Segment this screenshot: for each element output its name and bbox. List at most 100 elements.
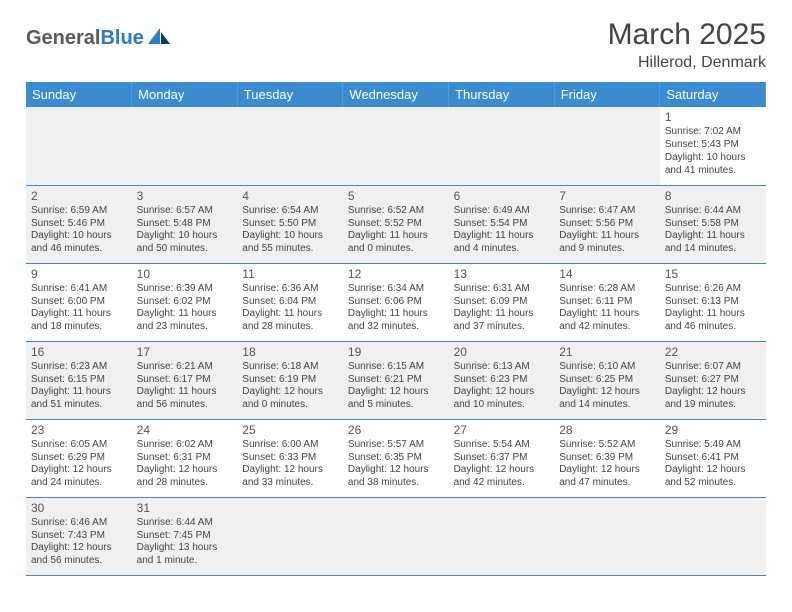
sunrise-line: Sunrise: 6:57 AM (137, 205, 233, 218)
daylight-line: and 19 minutes. (665, 399, 761, 412)
sunrise-line: Sunrise: 6:23 AM (31, 361, 127, 374)
calendar-cell (343, 497, 449, 575)
calendar-cell (132, 107, 238, 185)
daylight-line: and 56 minutes. (137, 399, 233, 412)
calendar-cell: 13Sunrise: 6:31 AMSunset: 6:09 PMDayligh… (449, 263, 555, 341)
daylight-line: Daylight: 11 hours (665, 308, 761, 321)
sunset-line: Sunset: 6:04 PM (242, 296, 338, 309)
calendar-cell: 1Sunrise: 7:02 AMSunset: 5:43 PMDaylight… (660, 107, 766, 185)
sunrise-line: Sunrise: 6:13 AM (454, 361, 550, 374)
calendar-cell (660, 497, 766, 575)
daylight-line: Daylight: 10 hours (665, 152, 761, 165)
day-header: Wednesday (343, 82, 449, 107)
calendar-cell: 29Sunrise: 5:49 AMSunset: 6:41 PMDayligh… (660, 419, 766, 497)
calendar-cell (554, 497, 660, 575)
sunset-line: Sunset: 5:43 PM (665, 139, 761, 152)
day-number: 25 (242, 423, 338, 438)
calendar-cell: 20Sunrise: 6:13 AMSunset: 6:23 PMDayligh… (449, 341, 555, 419)
day-number: 6 (454, 189, 550, 204)
daylight-line: Daylight: 12 hours (348, 386, 444, 399)
day-number: 15 (665, 267, 761, 282)
calendar-cell: 9Sunrise: 6:41 AMSunset: 6:00 PMDaylight… (26, 263, 132, 341)
daylight-line: Daylight: 13 hours (137, 542, 233, 555)
sunrise-line: Sunrise: 6:26 AM (665, 283, 761, 296)
daylight-line: and 0 minutes. (348, 243, 444, 256)
sunset-line: Sunset: 5:56 PM (559, 218, 655, 231)
daylight-line: and 24 minutes. (31, 477, 127, 490)
day-number: 3 (137, 189, 233, 204)
daylight-line: and 32 minutes. (348, 321, 444, 334)
day-number: 18 (242, 345, 338, 360)
day-number: 30 (31, 501, 127, 516)
daylight-line: Daylight: 11 hours (242, 308, 338, 321)
day-number: 19 (348, 345, 444, 360)
day-number: 24 (137, 423, 233, 438)
daylight-line: Daylight: 11 hours (31, 308, 127, 321)
sunrise-line: Sunrise: 6:05 AM (31, 439, 127, 452)
calendar-cell: 25Sunrise: 6:00 AMSunset: 6:33 PMDayligh… (237, 419, 343, 497)
sunrise-line: Sunrise: 6:31 AM (454, 283, 550, 296)
day-number: 4 (242, 189, 338, 204)
daylight-line: and 23 minutes. (137, 321, 233, 334)
day-number: 28 (559, 423, 655, 438)
calendar-cell: 30Sunrise: 6:46 AMSunset: 7:43 PMDayligh… (26, 497, 132, 575)
sunset-line: Sunset: 6:23 PM (454, 374, 550, 387)
sunrise-line: Sunrise: 5:57 AM (348, 439, 444, 452)
sunset-line: Sunset: 6:02 PM (137, 296, 233, 309)
daylight-line: Daylight: 12 hours (454, 464, 550, 477)
calendar-week: 16Sunrise: 6:23 AMSunset: 6:15 PMDayligh… (26, 341, 766, 419)
calendar-cell: 10Sunrise: 6:39 AMSunset: 6:02 PMDayligh… (132, 263, 238, 341)
sunset-line: Sunset: 6:09 PM (454, 296, 550, 309)
daylight-line: and 5 minutes. (348, 399, 444, 412)
day-header-row: SundayMondayTuesdayWednesdayThursdayFrid… (26, 82, 766, 107)
daylight-line: Daylight: 11 hours (137, 308, 233, 321)
daylight-line: and 9 minutes. (559, 243, 655, 256)
sunset-line: Sunset: 6:00 PM (31, 296, 127, 309)
sunset-line: Sunset: 6:39 PM (559, 452, 655, 465)
sunrise-line: Sunrise: 6:46 AM (31, 517, 127, 530)
day-number: 27 (454, 423, 550, 438)
sunset-line: Sunset: 5:54 PM (454, 218, 550, 231)
calendar-body: 1Sunrise: 7:02 AMSunset: 5:43 PMDaylight… (26, 107, 766, 575)
sunset-line: Sunset: 6:17 PM (137, 374, 233, 387)
daylight-line: and 18 minutes. (31, 321, 127, 334)
daylight-line: Daylight: 12 hours (559, 386, 655, 399)
daylight-line: Daylight: 12 hours (242, 464, 338, 477)
daylight-line: and 28 minutes. (137, 477, 233, 490)
calendar-cell: 5Sunrise: 6:52 AMSunset: 5:52 PMDaylight… (343, 185, 449, 263)
calendar-cell: 28Sunrise: 5:52 AMSunset: 6:39 PMDayligh… (554, 419, 660, 497)
daylight-line: and 4 minutes. (454, 243, 550, 256)
sunrise-line: Sunrise: 6:07 AM (665, 361, 761, 374)
calendar-cell: 2Sunrise: 6:59 AMSunset: 5:46 PMDaylight… (26, 185, 132, 263)
daylight-line: Daylight: 12 hours (31, 464, 127, 477)
daylight-line: and 50 minutes. (137, 243, 233, 256)
calendar-cell: 6Sunrise: 6:49 AMSunset: 5:54 PMDaylight… (449, 185, 555, 263)
day-number: 1 (665, 110, 761, 125)
sunset-line: Sunset: 6:19 PM (242, 374, 338, 387)
calendar-cell (449, 497, 555, 575)
calendar-cell: 18Sunrise: 6:18 AMSunset: 6:19 PMDayligh… (237, 341, 343, 419)
calendar-cell (343, 107, 449, 185)
sunset-line: Sunset: 5:58 PM (665, 218, 761, 231)
sunrise-line: Sunrise: 5:54 AM (454, 439, 550, 452)
sunrise-line: Sunrise: 6:44 AM (137, 517, 233, 530)
calendar-week: 2Sunrise: 6:59 AMSunset: 5:46 PMDaylight… (26, 185, 766, 263)
day-header: Friday (554, 82, 660, 107)
sunrise-line: Sunrise: 6:10 AM (559, 361, 655, 374)
daylight-line: Daylight: 11 hours (665, 230, 761, 243)
calendar-cell: 3Sunrise: 6:57 AMSunset: 5:48 PMDaylight… (132, 185, 238, 263)
sunrise-line: Sunrise: 7:02 AM (665, 126, 761, 139)
day-header: Monday (132, 82, 238, 107)
daylight-line: and 33 minutes. (242, 477, 338, 490)
sunset-line: Sunset: 7:45 PM (137, 530, 233, 543)
sunset-line: Sunset: 6:06 PM (348, 296, 444, 309)
sunrise-line: Sunrise: 6:52 AM (348, 205, 444, 218)
sunrise-line: Sunrise: 6:18 AM (242, 361, 338, 374)
calendar-cell: 8Sunrise: 6:44 AMSunset: 5:58 PMDaylight… (660, 185, 766, 263)
sunrise-line: Sunrise: 6:49 AM (454, 205, 550, 218)
daylight-line: Daylight: 12 hours (242, 386, 338, 399)
calendar-table: SundayMondayTuesdayWednesdayThursdayFrid… (26, 82, 766, 576)
sunrise-line: Sunrise: 6:00 AM (242, 439, 338, 452)
sunset-line: Sunset: 5:52 PM (348, 218, 444, 231)
daylight-line: Daylight: 11 hours (348, 308, 444, 321)
